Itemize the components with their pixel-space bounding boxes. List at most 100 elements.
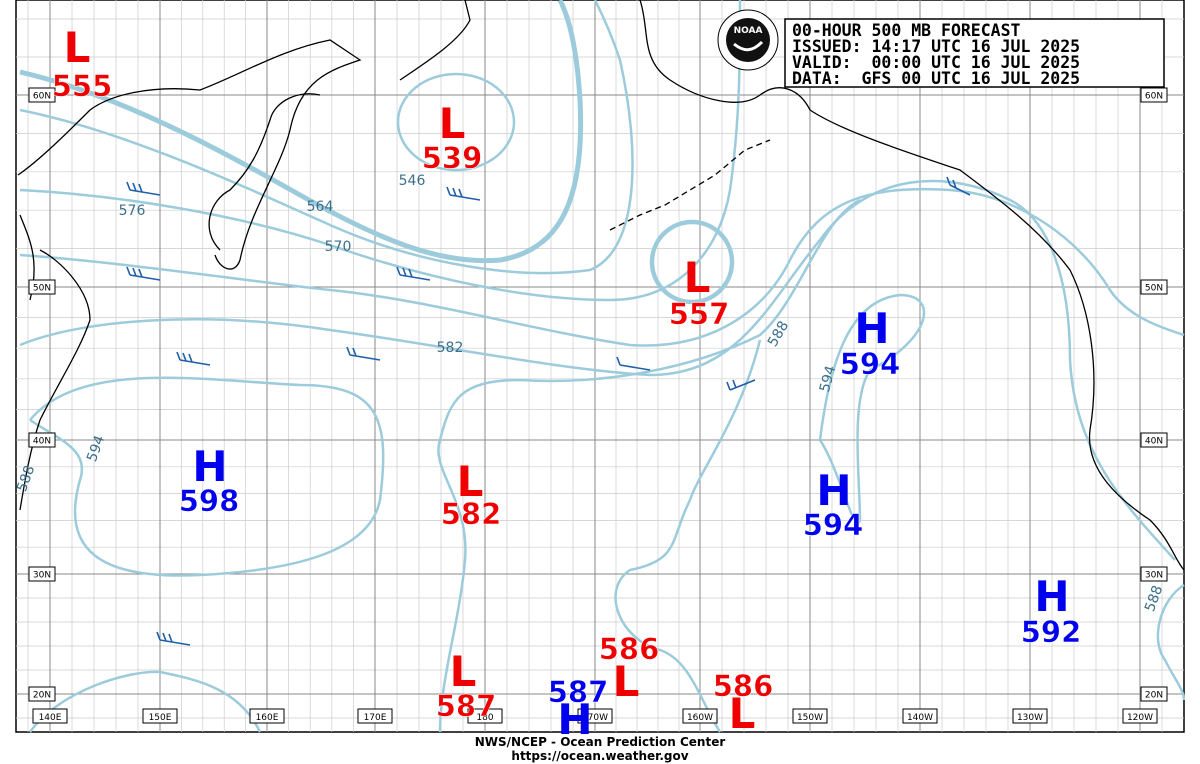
contour — [19, 0, 742, 302]
contour — [396, 72, 516, 172]
wind-barb — [126, 181, 161, 196]
wind-barb — [156, 631, 191, 646]
label-box — [1122, 708, 1158, 724]
longitude-label: 140W — [907, 713, 933, 723]
contour — [19, 187, 1185, 347]
aleutians — [609, 139, 771, 231]
label-box — [682, 708, 718, 724]
longitude-label: 120W — [1127, 713, 1153, 723]
contour-label: 564 — [307, 199, 334, 215]
label-box — [467, 708, 503, 724]
header-line: VALID: 00:00 UTC 16 JUL 2025 — [792, 53, 1080, 72]
coastline — [399, 0, 471, 81]
center-value: 557 — [669, 297, 730, 331]
center-letter: L — [64, 23, 91, 72]
coastline — [19, 249, 91, 511]
longitude-label: 160E — [256, 713, 279, 723]
contour — [649, 219, 735, 305]
header-line: DATA: GFS 00 UTC 16 JUL 2025 — [792, 69, 1080, 88]
label-box — [249, 708, 285, 724]
center-value: 555 — [52, 69, 113, 103]
longitude-label: 170E — [364, 713, 387, 723]
longitude-label: 150W — [797, 713, 823, 723]
logo-inner — [726, 18, 770, 62]
contour-label: 570 — [325, 239, 352, 255]
label-box — [1140, 87, 1168, 103]
latitude-label: 40N — [33, 437, 51, 447]
center-value: 539 — [422, 141, 483, 175]
coastline — [17, 39, 362, 270]
center-letter: L — [457, 457, 484, 506]
wind-barb — [446, 186, 481, 201]
latitude-label: 60N — [33, 92, 51, 102]
wind-barbs — [126, 176, 971, 646]
coastline — [208, 93, 321, 251]
contour — [19, 0, 634, 275]
coastlines — [17, 0, 1185, 571]
latitude-label: 50N — [33, 284, 51, 294]
label-box — [577, 708, 613, 724]
label-box — [357, 708, 393, 724]
center-letter: L — [729, 689, 756, 738]
footer-line: https://ocean.weather.gov — [511, 749, 688, 763]
label-box — [1012, 708, 1048, 724]
latitude-label: 50N — [1145, 284, 1163, 294]
center-value: 586 — [599, 632, 660, 666]
labels: 140E 150E 160E 170E 180 170W 160W 150W 140W 130W 1… — [14, 23, 1168, 744]
latitude-label: 20N — [1145, 691, 1163, 701]
contour — [29, 376, 385, 577]
contour-label: 594 — [817, 364, 839, 394]
wind-barb — [396, 266, 431, 281]
label-box — [1140, 686, 1168, 702]
contours — [19, 0, 1186, 733]
contour — [28, 670, 262, 733]
center-value: 594 — [803, 508, 864, 542]
label-box — [1140, 566, 1168, 582]
contour — [1156, 583, 1186, 701]
wind-barb — [176, 351, 211, 366]
center-value: 587 — [436, 689, 497, 723]
longitude-label: 130W — [1017, 713, 1043, 723]
center-value: 592 — [1021, 615, 1082, 649]
label-box — [1140, 432, 1168, 448]
center-value: 582 — [441, 497, 502, 531]
longitude-label: 150E — [149, 713, 172, 723]
contour — [19, 179, 1176, 561]
center-letter: L — [450, 647, 477, 696]
label-box — [28, 279, 56, 295]
coastline — [639, 0, 1185, 571]
logo-bird — [733, 40, 764, 52]
latitude-label: 20N — [33, 691, 51, 701]
latitude-label: 30N — [33, 571, 51, 581]
label-box — [28, 686, 56, 702]
center-letter: H — [854, 304, 889, 353]
contour — [19, 0, 584, 264]
center-letter: H — [557, 695, 592, 744]
header-box — [784, 18, 1165, 88]
wind-barb — [346, 346, 381, 361]
latitude-label: 40N — [1145, 437, 1163, 447]
label-box — [28, 87, 56, 103]
contour-label: 576 — [119, 203, 146, 219]
contour — [437, 198, 861, 733]
longitude-label: 140E — [39, 713, 62, 723]
map-frame — [15, 0, 1185, 733]
wind-barb — [126, 266, 161, 281]
label-box — [28, 432, 56, 448]
footer-line: NWS/NCEP - Ocean Prediction Center — [475, 735, 726, 749]
label-box — [28, 566, 56, 582]
contour-label: 546 — [399, 173, 426, 189]
logo-text: NOAA — [734, 26, 763, 36]
center-value: 594 — [840, 347, 901, 381]
label-box — [142, 708, 178, 724]
center-letter: H — [816, 466, 851, 515]
contour — [818, 293, 926, 525]
header-line: 00-HOUR 500 MB FORECAST — [792, 21, 1021, 40]
label-box — [32, 708, 68, 724]
contour-label: 582 — [437, 340, 464, 356]
center-letter: L — [439, 99, 466, 148]
longitude-label: 170W — [582, 713, 608, 723]
latitude-label: 30N — [1145, 571, 1163, 581]
wind-barb — [616, 356, 651, 371]
contour — [614, 339, 762, 733]
